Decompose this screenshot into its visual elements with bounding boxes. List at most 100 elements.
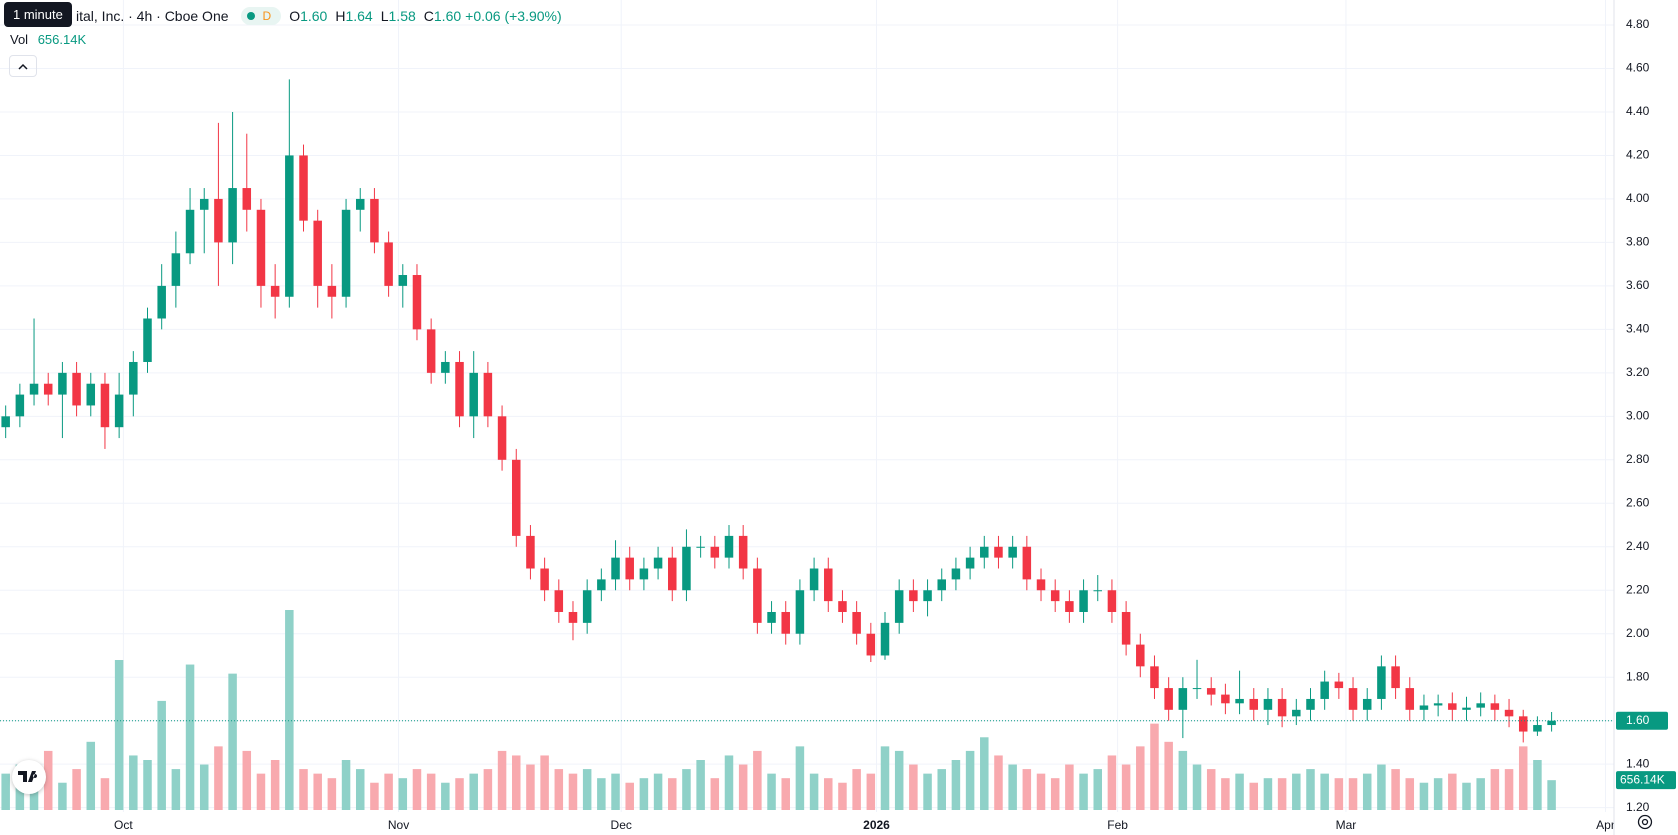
volume-bar [738, 764, 748, 810]
y-tick-label: 1.80 [1626, 669, 1650, 683]
candle-body [285, 155, 294, 297]
volume-bar [540, 755, 549, 810]
volume-bar [894, 750, 904, 810]
volume-bar [511, 755, 521, 810]
y-tick-label: 4.00 [1626, 191, 1650, 205]
volume-bar [1, 773, 10, 810]
volume-bar [1547, 780, 1556, 810]
candle-body [72, 372, 81, 406]
candle-body [1306, 698, 1315, 710]
volume-bar [1533, 760, 1542, 810]
volume-bar [753, 750, 762, 810]
volume-bar [1107, 755, 1117, 810]
volume-bar [242, 750, 252, 810]
candle-body [639, 568, 649, 580]
collapse-button[interactable] [9, 55, 37, 77]
volume-bar [285, 610, 294, 810]
candle-body [738, 535, 748, 569]
volume-bar [1164, 741, 1173, 810]
volume-bar [1320, 773, 1329, 810]
x-tick-label: Feb [1107, 818, 1128, 832]
candle-body [682, 546, 691, 591]
y-tick-label: 1.20 [1626, 800, 1650, 814]
volume-bar [100, 778, 110, 810]
status-badge[interactable]: D [240, 7, 282, 25]
volume-bar [1150, 723, 1159, 810]
y-tick-label: 2.60 [1626, 495, 1650, 509]
last-price-box [1616, 711, 1668, 730]
volume-bar [795, 746, 805, 810]
volume-bar [455, 778, 464, 810]
volume-bar [1362, 773, 1372, 810]
y-tick-label: 4.20 [1626, 148, 1650, 162]
candle-body [171, 253, 181, 286]
candle-body [1419, 705, 1429, 710]
volume-bar [412, 769, 422, 810]
candle-body [625, 557, 634, 580]
chevron-icon [18, 63, 28, 70]
volume-bar [696, 760, 705, 810]
candle-body [894, 590, 904, 623]
y-tick-label: 2.80 [1626, 452, 1650, 466]
candle-body [100, 383, 110, 428]
y-tick-label: 1.40 [1626, 756, 1650, 770]
candle-body [1377, 666, 1386, 699]
volume-bar [639, 778, 649, 810]
volume-bar [951, 760, 961, 810]
volume-bar [270, 760, 280, 810]
y-tick-label: 3.00 [1626, 408, 1650, 422]
logo-icon [18, 771, 38, 782]
candle-body [568, 611, 578, 623]
candle-body [497, 416, 507, 460]
candle-body [313, 220, 322, 286]
candle-body [1547, 720, 1556, 726]
candle-body [1178, 688, 1188, 710]
candle-body [554, 590, 564, 612]
candle-body [526, 535, 535, 569]
volume-bar [1263, 778, 1273, 810]
volume-bar [909, 764, 918, 810]
vol-label: Vol [10, 32, 29, 47]
volume-bar [668, 778, 677, 810]
candle-body [880, 622, 890, 656]
volume-bar [1405, 778, 1415, 810]
y-tick-label: 2.00 [1626, 626, 1650, 640]
volume-bar [965, 750, 975, 810]
volume-bar [1192, 764, 1202, 810]
volume-bar [1065, 764, 1074, 810]
volume-bar [1504, 769, 1514, 810]
candle-body [653, 557, 663, 569]
y-tick-label: 4.80 [1626, 17, 1650, 31]
volume-bar [1377, 764, 1386, 810]
volume-bar [994, 755, 1003, 810]
candle-body [426, 329, 436, 373]
volume-bar [1008, 764, 1017, 810]
candles [0, 79, 1614, 743]
volume-bar [1348, 778, 1358, 810]
last-volume-label: 656.14K [1620, 772, 1665, 786]
logo[interactable] [12, 760, 46, 794]
candle-body [767, 611, 776, 623]
vol-value: 656.14K [37, 32, 87, 47]
settings-icon[interactable] [1636, 813, 1654, 831]
volume-bar [625, 782, 634, 810]
volume-bar [724, 755, 734, 810]
volume-bar [611, 773, 620, 810]
candle-body [540, 568, 549, 591]
candle-body [1107, 590, 1117, 612]
volume-bar [1476, 778, 1485, 810]
candle-body [965, 557, 975, 569]
volume-bar [143, 760, 152, 810]
volume-bar [653, 773, 663, 810]
candle-body [483, 372, 493, 417]
candle-body [1192, 688, 1202, 690]
y-tick-label: 3.40 [1626, 322, 1650, 336]
candle-body [341, 209, 351, 297]
candle-body [412, 275, 422, 330]
volume-bar [923, 773, 932, 810]
volume-bar [809, 773, 819, 810]
x-tick-label: Nov [388, 818, 409, 832]
low: 1.58 [388, 8, 416, 24]
candle-body [597, 579, 606, 591]
